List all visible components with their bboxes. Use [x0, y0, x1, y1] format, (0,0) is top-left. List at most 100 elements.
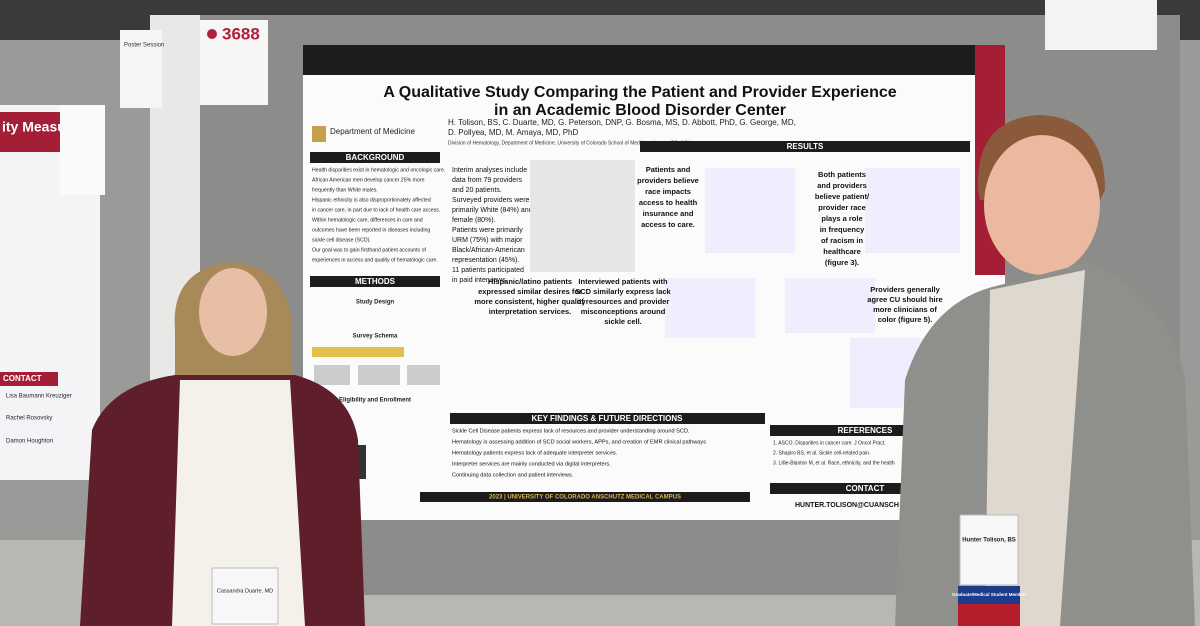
bullet: experiences in access and quality of hem… [312, 257, 438, 263]
finding-text: believe patient/ [815, 192, 870, 201]
finding-text: more consistent, higher quality [474, 297, 586, 306]
section-heading: METHODS [355, 277, 396, 286]
schema-box [314, 365, 350, 385]
interim-text: female (80%). [452, 217, 496, 224]
finding-text: and providers [817, 181, 867, 190]
finding-text: Both patients [818, 170, 866, 179]
section-bar [310, 152, 440, 163]
finding-text: access to health [639, 198, 698, 207]
finding-text: color (figure 5). [878, 315, 933, 324]
badge-ribbon-text: Graduate/Medical Student Member [952, 592, 1026, 597]
finding-text: of resources and provider [577, 297, 670, 306]
bullet: African American men develop cancer 25% … [312, 177, 425, 183]
interim-text: 11 patients participated [452, 267, 524, 274]
finding-text: Patients and [646, 165, 691, 174]
finding-text: Providers generally [870, 285, 940, 294]
section-bar [770, 483, 960, 494]
side-name: Lisa Baumann Kreuziger [6, 394, 72, 400]
poster-number: 3688 [222, 24, 260, 43]
figure [785, 278, 875, 333]
schema-box [358, 365, 400, 385]
interim-text: Patients were primarily [452, 227, 523, 234]
figure [665, 278, 755, 338]
reference: 2. Shapiro BS, et al. Sickle cell-relate… [773, 450, 870, 456]
affiliation: Division of Hematology, Department of Me… [448, 140, 692, 146]
badge [959, 514, 1019, 586]
footer-bar [420, 492, 750, 502]
badge-name: Hunter Tolison, BS [962, 538, 1016, 544]
interim-text: Black/African-American [452, 247, 525, 254]
bullet: sickle cell disease (SCD). [312, 237, 371, 243]
key-finding: Sickle Cell Disease patients express lac… [452, 428, 690, 434]
poster-top-band [303, 45, 1005, 75]
interim-text: in paid interviews. [452, 277, 508, 284]
finding-text: interpretation services. [489, 307, 572, 316]
side-header [0, 112, 60, 152]
section-heading: CONTACT [846, 484, 885, 493]
finding-text: Hispanic/latino patients [488, 277, 572, 286]
authors: D. Pollyea, MD, M. Amaya, MD, PhD [448, 128, 578, 137]
badge [211, 567, 279, 625]
bullet: Hispanic ethnicity is also disproportion… [312, 197, 431, 203]
finding-text: race impacts [645, 187, 691, 196]
interim-text: data from 79 providers [452, 177, 523, 184]
finding-text: healthcare [823, 247, 861, 256]
contact-email: HUNTER.TOLISON@CUANSCH [795, 502, 899, 509]
key-finding: Interpreter services are mainly conducte… [452, 461, 611, 467]
blouse [172, 380, 305, 626]
interim-text: primarily White (84%) and [452, 207, 533, 214]
finding-text: provider race [818, 203, 866, 212]
footer: 2023 | UNIVERSITY OF COLORADO ANSCHUTZ M… [489, 495, 681, 501]
figure [865, 168, 960, 253]
interim-text: representation (45%). [452, 257, 519, 264]
section-heading: RESULTS [787, 142, 824, 151]
section-bar [770, 425, 960, 436]
side-name: Rachel Rosovsky [6, 416, 52, 422]
cu-logo [312, 126, 326, 142]
interim-text: URM (75%) with major [452, 237, 523, 244]
poster-title: in an Academic Blood Disorder Center [494, 102, 786, 119]
session-text: Poster Session [124, 43, 164, 49]
finding-text: (figure 3). [825, 258, 859, 267]
key-finding: Hematology is assessing addition of SCD … [452, 439, 706, 445]
finding-text: access to care. [641, 220, 695, 229]
finding-text: plays a role [821, 214, 862, 223]
finding-text: insurance and [643, 209, 694, 218]
key-finding: Hematology patients express lack of adeq… [452, 450, 618, 456]
badge-ribbon [958, 604, 1020, 626]
finding-text: more clinicians of [873, 305, 937, 314]
key-finding: Continuing data collection and patient i… [452, 472, 574, 478]
bullet: Our goal was to gain firsthand patient a… [312, 247, 426, 253]
badge-name: Cassandra Duarte, MD [217, 588, 273, 594]
session-sign [120, 30, 162, 108]
bullet: Within hematologic care, differences in … [312, 217, 423, 223]
bullet: Health disparities exist in hematologic … [312, 167, 445, 173]
side-contact-bar [0, 372, 58, 386]
number-logo [207, 29, 217, 39]
section-bar [640, 141, 970, 152]
section-bar [310, 276, 440, 287]
top-sign [1045, 0, 1157, 50]
face [984, 135, 1100, 275]
side-title: ity Measure [2, 119, 79, 135]
department: Department of Medicine [330, 127, 415, 136]
authors: H. Tolison, BS, C. Duarte, MD, G. Peters… [448, 118, 796, 127]
finding-text: sickle cell. [604, 317, 642, 326]
interim-text: Surveyed providers were [452, 197, 530, 204]
subheading: Study Design [356, 300, 395, 306]
interim-text: and 20 patients. [452, 187, 502, 194]
section-bar [450, 413, 765, 424]
finding-text: expressed similar desires for [478, 287, 582, 296]
section-heading: REFERENCES [838, 426, 893, 435]
section-heading: BACKGROUND [346, 153, 405, 162]
schema-box [312, 347, 404, 357]
finding-text: Interviewed patients with [578, 277, 668, 286]
schema-box [407, 365, 440, 385]
badge-ribbon [958, 586, 1020, 604]
note [60, 105, 105, 195]
demographics-table [530, 160, 635, 272]
side-name: Damon Houghton [6, 439, 53, 445]
finding-text: SCD similarly express lack [575, 287, 671, 296]
reference: 1. ASCO. Disparities in cancer care. J O… [773, 440, 886, 446]
